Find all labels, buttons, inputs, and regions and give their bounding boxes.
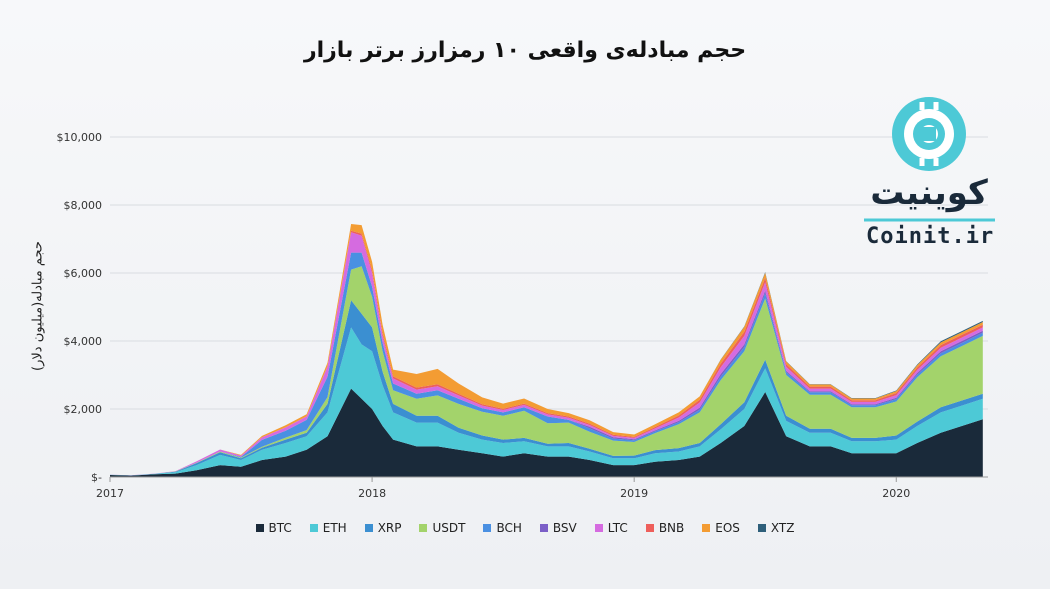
legend-item-bch: BCH xyxy=(483,521,522,535)
legend-swatch xyxy=(594,524,603,532)
x-axis: 2017 2018 2019 2020 xyxy=(96,476,988,500)
legend-label: BCH xyxy=(496,521,522,535)
legend-label: XTZ xyxy=(770,521,795,535)
y-tick-label: $10,000 xyxy=(57,131,103,144)
chart-title: حجم مبادله‌ی واقعی ۱۰ رمزارز برتر بازار xyxy=(303,38,747,63)
legend-label: BTC xyxy=(268,521,292,535)
legend-swatch xyxy=(645,524,654,532)
legend-item-eos: EOS xyxy=(702,521,740,535)
y-axis: $- $2,000 $4,000 $6,000 $8,000 $10,000 xyxy=(57,131,103,484)
area-series-btc xyxy=(110,388,983,477)
legend-item-bnb: BNB xyxy=(645,521,685,535)
y-tick-label: $- xyxy=(91,471,102,484)
area-series-usdt xyxy=(110,266,983,476)
x-tick-label: 2018 xyxy=(358,487,386,500)
y-tick-label: $6,000 xyxy=(64,267,103,280)
y-tick-label: $8,000 xyxy=(64,199,103,212)
legend-item-eth: ETH xyxy=(309,521,347,535)
legend-swatch xyxy=(483,524,492,532)
legend-label: USDT xyxy=(432,521,466,535)
legend-item-usdt: USDT xyxy=(419,521,465,535)
legend-label: ETH xyxy=(322,521,347,535)
legend-swatch xyxy=(757,524,766,532)
y-tick-label: $2,000 xyxy=(64,403,103,416)
logo-persian-text: کوینیت xyxy=(870,173,988,213)
legend-swatch xyxy=(309,524,318,532)
logo-latin-text: Coinit.ir xyxy=(866,224,995,249)
legend-label: LTC xyxy=(607,521,628,535)
legend-label: XRP xyxy=(377,521,402,535)
legend-item-xrp: XRP xyxy=(364,521,402,535)
coinit-logo: کوینیت xyxy=(864,97,995,222)
legend-swatch xyxy=(255,524,264,532)
legend-swatch xyxy=(419,524,428,532)
legend-label: EOS xyxy=(715,521,740,535)
legend-swatch xyxy=(539,524,548,532)
legend-item-btc: BTC xyxy=(255,521,292,535)
x-tick-label: 2019 xyxy=(620,487,648,500)
legend-item-ltc: LTC xyxy=(594,521,628,535)
legend: BTC ETH XRP USDT BCH BSV LTC BNB EOS XTZ xyxy=(0,521,1050,535)
legend-label: BSV xyxy=(552,521,577,535)
legend-swatch xyxy=(702,524,711,532)
x-tick-label: 2017 xyxy=(96,487,124,500)
x-tick-label: 2020 xyxy=(882,487,910,500)
y-tick-label: $4,000 xyxy=(64,335,103,348)
legend-swatch xyxy=(364,524,373,532)
stacked-areas xyxy=(110,224,983,477)
legend-item-bsv: BSV xyxy=(539,521,577,535)
legend-item-xtz: XTZ xyxy=(757,521,795,535)
legend-label: BNB xyxy=(658,521,685,535)
